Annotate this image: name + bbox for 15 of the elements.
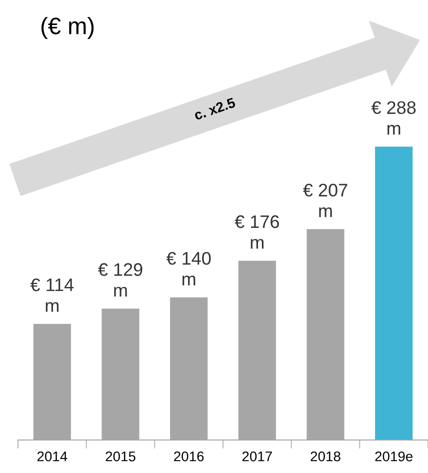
x-tick-label: 2015	[106, 451, 136, 462]
x-tick-label: 2018	[310, 451, 340, 462]
bar	[375, 146, 413, 440]
data-label: € 129 m	[98, 263, 142, 297]
chart-title: (€ m)	[41, 16, 94, 39]
data-label: € 114 m	[30, 278, 74, 312]
data-label: € 207 m	[303, 184, 348, 218]
data-label: € 176 m	[234, 215, 279, 249]
text: c. x2.5	[193, 97, 236, 120]
x-tick-label: 2017	[242, 451, 272, 462]
x-tick-label: 2019e	[375, 451, 413, 462]
data-label: € 288 m	[371, 101, 416, 135]
x-tick-label: 2014	[37, 451, 68, 462]
x-tick-label: 2016	[174, 451, 204, 462]
data-label: € 140 m	[166, 252, 211, 286]
